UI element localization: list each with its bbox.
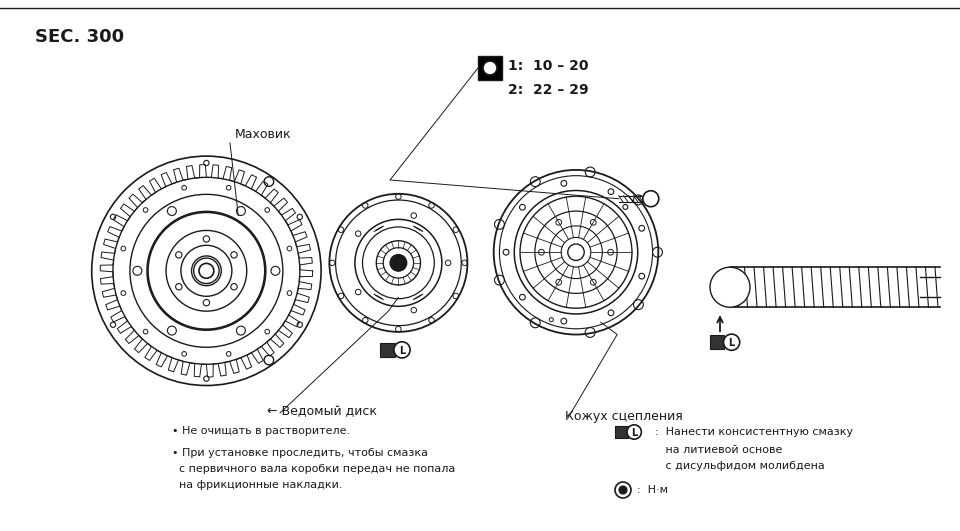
Text: L: L (398, 346, 405, 356)
Text: с дисульфидом молибдена: с дисульфидом молибдена (655, 461, 825, 471)
Circle shape (724, 334, 740, 350)
Text: • Не очищать в растворителе.: • Не очищать в растворителе. (172, 426, 350, 436)
Text: :  Нанести консистентную смазку: : Нанести консистентную смазку (655, 427, 853, 437)
Text: SEC. 300: SEC. 300 (35, 28, 124, 46)
Bar (615, 426, 628, 439)
Text: Кожух сцепления: Кожух сцепления (565, 410, 683, 423)
Text: L: L (729, 338, 734, 348)
Text: на фрикционные накладки.: на фрикционные накладки. (172, 480, 343, 490)
Bar (380, 342, 395, 357)
Text: 2:  22 – 29: 2: 22 – 29 (508, 83, 588, 97)
Text: с первичного вала коробки передач не попала: с первичного вала коробки передач не поп… (172, 464, 455, 474)
Text: 1:  10 – 20: 1: 10 – 20 (508, 59, 588, 73)
Text: L: L (631, 428, 637, 438)
Text: :  Н·м: : Н·м (637, 485, 668, 495)
Text: Маховик: Маховик (235, 128, 292, 141)
Bar (478, 56, 502, 80)
Circle shape (390, 254, 407, 271)
Text: ← Ведомый диск: ← Ведомый диск (267, 405, 377, 418)
Bar (710, 335, 725, 349)
Circle shape (710, 267, 750, 307)
Text: • При установке проследить, чтобы смазка: • При установке проследить, чтобы смазка (172, 448, 428, 458)
Circle shape (483, 61, 497, 75)
Text: на литиевой основе: на литиевой основе (655, 445, 782, 455)
Circle shape (567, 244, 585, 261)
Circle shape (627, 425, 641, 439)
Circle shape (619, 486, 627, 494)
Circle shape (394, 342, 410, 358)
Circle shape (643, 191, 659, 207)
